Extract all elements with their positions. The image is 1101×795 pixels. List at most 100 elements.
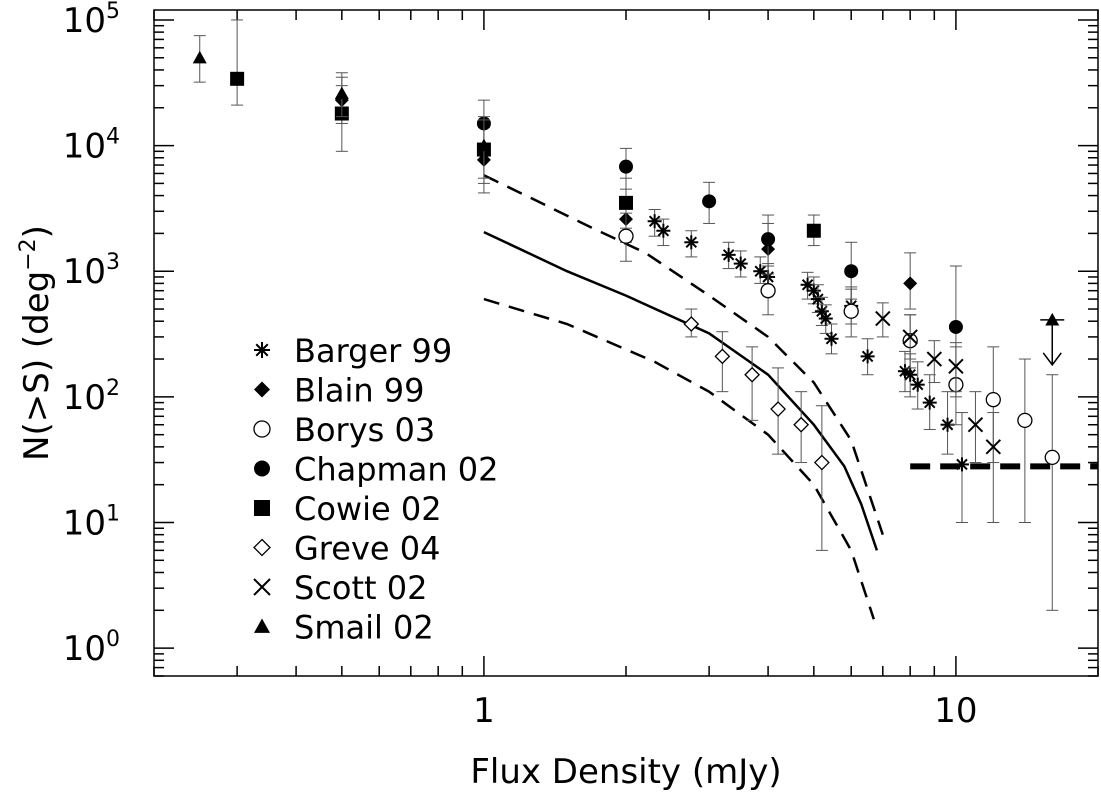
data-point (985, 412, 1001, 523)
data-point (902, 314, 918, 360)
x-tick-label: 1 (473, 691, 495, 731)
marker-stroke (861, 350, 874, 363)
model-curve-solid (483, 230, 879, 551)
marker-stroke (722, 249, 735, 261)
marker-shape (476, 138, 491, 152)
marker-shape (619, 195, 633, 210)
marker-circle-filled (761, 232, 776, 247)
marker-asterisk (824, 331, 839, 346)
marker-asterisk (903, 367, 918, 382)
marker-shape (1044, 449, 1060, 465)
marker-stroke (911, 378, 924, 391)
data-point (793, 391, 810, 464)
marker-shape (254, 500, 270, 516)
marker-circle-filled (702, 194, 717, 209)
series-greve-04 (683, 308, 830, 551)
marker-asterisk (922, 395, 937, 410)
series-scott-02 (875, 302, 1001, 523)
marker-circle-open (253, 420, 271, 438)
marker-circle-filled (844, 264, 859, 279)
data-point (753, 256, 768, 284)
data-point (733, 250, 748, 278)
marker-triangle-filled (476, 138, 491, 152)
series-smail-02 (192, 35, 491, 179)
y-tick-label-exp: 3 (106, 250, 120, 275)
marker-shape (843, 303, 859, 319)
legend-label: Chapman 02 (294, 451, 499, 489)
y-tick-label-exp: 4 (106, 125, 120, 150)
y-axis-title-exp: −2 (16, 238, 41, 270)
y-axis-title-main: N(>S) (deg (17, 271, 57, 461)
y-tick-label-exp: 1 (106, 501, 120, 526)
marker-diamond-open (714, 348, 731, 365)
data-point (875, 302, 891, 338)
marker-stroke (253, 578, 271, 596)
marker-shape (192, 50, 207, 64)
legend-label: Barger 99 (294, 332, 452, 370)
marker-stroke (754, 265, 766, 277)
axis-ticks (153, 10, 1099, 677)
marker-cross (948, 358, 964, 375)
legend-label: Smail 02 (294, 609, 434, 647)
marker-diamond-open (683, 316, 700, 332)
marker-shape (761, 232, 776, 247)
upper-limit (1040, 312, 1065, 367)
y-tick-label-base: 10 (63, 1, 106, 41)
series-barger-99 (647, 208, 969, 523)
y-axis-title-close: ) (17, 225, 57, 238)
data-point (761, 214, 776, 267)
marker-shape (253, 538, 271, 557)
marker-asterisk (647, 214, 662, 229)
model-curve-dashed (483, 174, 884, 536)
marker-stroke (255, 343, 269, 357)
data-point (1017, 358, 1033, 523)
data-point (940, 391, 955, 455)
data-point (818, 304, 833, 334)
marker-circle-open (618, 228, 634, 244)
marker-stroke (812, 293, 824, 305)
series-cowie-02 (230, 19, 821, 247)
model-curve-dashed (483, 297, 875, 620)
y-tick-label: 105 (63, 0, 120, 41)
y-tick-label-exp: 5 (106, 0, 120, 24)
data-point (744, 346, 761, 421)
marker-stroke (808, 284, 820, 297)
marker-asterisk (954, 457, 969, 472)
marker-stroke (904, 368, 916, 381)
marker-diamond-open (793, 416, 810, 433)
data-point (476, 116, 491, 179)
legend-item: Barger 99 (254, 332, 452, 370)
marker-asterisk (656, 223, 671, 238)
y-tick-label: 101 (63, 501, 120, 543)
marker-asterisk (733, 256, 748, 271)
data-point (844, 241, 859, 300)
marker-stroke (685, 236, 698, 249)
marker-triangle-filled (192, 50, 207, 64)
marker-stroke (648, 215, 661, 227)
data-point (1044, 374, 1060, 611)
marker-asterisk (910, 377, 925, 392)
data-point (684, 230, 699, 258)
legend-label: Greve 04 (294, 530, 440, 568)
marker-shape (253, 420, 271, 438)
data-point (954, 412, 969, 523)
y-tick-label-base: 10 (63, 503, 106, 543)
data-point (683, 308, 700, 338)
marker-cross (875, 310, 891, 327)
marker-shape (770, 401, 787, 417)
marker-shape (760, 283, 776, 299)
marker-diamond-open (770, 401, 787, 417)
marker-circle-open (843, 303, 859, 319)
marker-square-filled (230, 71, 245, 86)
marker-triangle-filled (254, 618, 270, 633)
data-points (192, 19, 1065, 611)
series-borys-03 (618, 212, 1060, 611)
x-tick-labels: 1 10 (473, 691, 977, 731)
marker-shape (806, 223, 821, 238)
data-point (721, 241, 736, 270)
marker-triangle-filled (1045, 312, 1060, 326)
marker-shape (744, 366, 761, 383)
model-curves (483, 174, 1098, 620)
marker-asterisk (818, 311, 833, 326)
